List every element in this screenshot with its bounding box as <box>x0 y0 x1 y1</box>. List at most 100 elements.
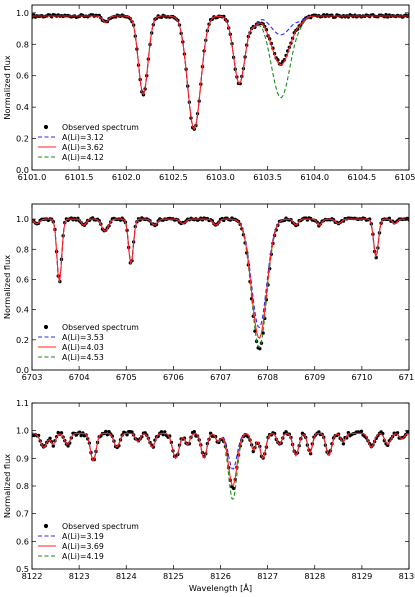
legend-label: A(Li)=4.53 <box>62 353 104 362</box>
legend-label: A(Li)=3.62 <box>62 143 104 152</box>
y-tick-label: 0.5 <box>16 564 29 574</box>
observed-point <box>104 429 108 434</box>
series-line-2 <box>32 432 409 487</box>
x-tick-label: 6704 <box>69 372 90 382</box>
y-tick-label: 0.4 <box>16 305 29 315</box>
x-tick-label: 6709 <box>304 372 325 382</box>
observed-point <box>51 444 56 448</box>
x-tick-label: 8124 <box>116 571 137 581</box>
observed-point <box>258 346 262 351</box>
x-tick-label: 6705 <box>116 372 137 382</box>
series-line-1 <box>32 15 409 131</box>
chart-panel-2: 6703 6704 6705 6706 6707 6708 6709 6710 6711 0.0 0… <box>2 203 415 382</box>
observed-point <box>107 429 111 434</box>
observed-point <box>295 222 300 227</box>
y-tick-label: 0.2 <box>16 134 29 144</box>
x-tick-label: 8123 <box>69 571 90 581</box>
observed-point <box>308 451 313 456</box>
x-tick-label: 6102.5 <box>159 172 188 182</box>
observed-point <box>192 430 196 434</box>
x-tick-label: 6707 <box>210 372 231 382</box>
legend-label: A(Li)=4.03 <box>62 343 104 352</box>
x-tick-label: 6103.5 <box>253 172 282 182</box>
x-tick-label: 6104.0 <box>300 172 329 182</box>
observed-point <box>159 430 164 434</box>
observed-point <box>251 449 255 454</box>
legend-label-observed: Observed spectrum <box>62 123 139 132</box>
series-line-2 <box>32 15 409 131</box>
observed-point <box>359 429 364 434</box>
x-tick-label: 6103.0 <box>206 172 235 182</box>
legend: Observed spectrumA(Li)=3.12A(Li)=3.62A(L… <box>38 123 139 162</box>
y-tick-label: 0.8 <box>16 244 29 254</box>
x-tick-label: 6101.5 <box>65 172 94 182</box>
legend: Observed spectrumA(Li)=3.19A(Li)=3.69A(L… <box>38 522 139 561</box>
x-tick-label: 6102.0 <box>112 172 141 182</box>
observed-point <box>231 486 236 491</box>
y-tick-label: 0.8 <box>16 481 29 491</box>
observed-point <box>341 442 346 446</box>
plot-area <box>32 13 409 131</box>
legend-label: A(Li)=4.19 <box>62 552 104 561</box>
plot-area <box>32 216 409 351</box>
y-axis-label: Normalized flux <box>2 55 12 119</box>
y-tick-label: 0.7 <box>16 509 29 519</box>
y-axis-label: Normalized flux <box>2 255 12 319</box>
observed-point <box>261 22 265 26</box>
legend-label: A(Li)=4.12 <box>62 153 104 162</box>
legend-marker-observed <box>43 124 49 130</box>
y-tick-label: 0.4 <box>16 102 29 112</box>
y-axis-label: Normalized flux <box>2 454 12 518</box>
legend-marker-observed <box>43 523 49 529</box>
series-line-3 <box>32 15 409 131</box>
observed-point <box>130 430 134 434</box>
x-tick-label: 8129 <box>351 571 372 581</box>
x-tick-label: 6105.0 <box>395 172 415 182</box>
observed-point <box>66 444 70 448</box>
legend-marker-observed <box>43 324 49 330</box>
x-tick-label: 6706 <box>163 372 184 382</box>
y-tick-label: 1.1 <box>16 398 29 408</box>
plot-area <box>32 429 409 500</box>
x-axis-label: Wavelength [Å] <box>189 582 252 593</box>
y-tick-label: 0.2 <box>16 335 29 345</box>
x-tick-label: 6711 <box>399 372 415 382</box>
x-tick-label: 6703 <box>22 372 43 382</box>
y-tick-label: 0.0 <box>16 165 29 175</box>
legend-label: A(Li)=3.69 <box>62 542 104 551</box>
series-line-1 <box>32 218 409 329</box>
y-tick-label: 0.6 <box>16 536 29 546</box>
y-tick-label: 0.0 <box>16 365 29 375</box>
legend-label: A(Li)=3.12 <box>62 133 104 142</box>
x-tick-label: 6708 <box>257 372 278 382</box>
observed-point <box>317 430 321 434</box>
y-tick-label: 1.0 <box>16 8 29 18</box>
observed-point <box>48 436 52 441</box>
y-tick-label: 0.6 <box>16 274 29 284</box>
legend: Observed spectrumA(Li)=3.53A(Li)=4.03A(L… <box>38 323 139 362</box>
y-tick-label: 1.0 <box>16 214 29 224</box>
chart-panel-1: 6101.0 6101.5 6102.0 6102.5 6103.0 6103.5 6104… <box>2 4 415 182</box>
x-tick-label: 6710 <box>351 372 372 382</box>
x-tick-label: 8128 <box>304 571 325 581</box>
x-tick-label: 6101.0 <box>18 172 47 182</box>
legend-label-observed: Observed spectrum <box>62 522 139 531</box>
observed-point <box>287 432 292 436</box>
y-tick-label: 0.9 <box>16 453 29 463</box>
legend-label-observed: Observed spectrum <box>62 323 139 332</box>
x-tick-label: 8125 <box>163 571 184 581</box>
observed-point <box>163 430 167 434</box>
legend-label: A(Li)=3.19 <box>62 532 104 541</box>
y-tick-label: 0.8 <box>16 39 29 49</box>
y-tick-label: 1.0 <box>16 426 29 436</box>
x-tick-label: 8126 <box>210 571 231 581</box>
y-tick-label: 0.6 <box>16 71 29 81</box>
series-line-2 <box>32 218 409 339</box>
observed-point <box>97 219 101 223</box>
x-tick-label: 6104.5 <box>348 172 377 182</box>
x-tick-label: 8127 <box>257 571 278 581</box>
x-tick-label: 8122 <box>22 571 43 581</box>
